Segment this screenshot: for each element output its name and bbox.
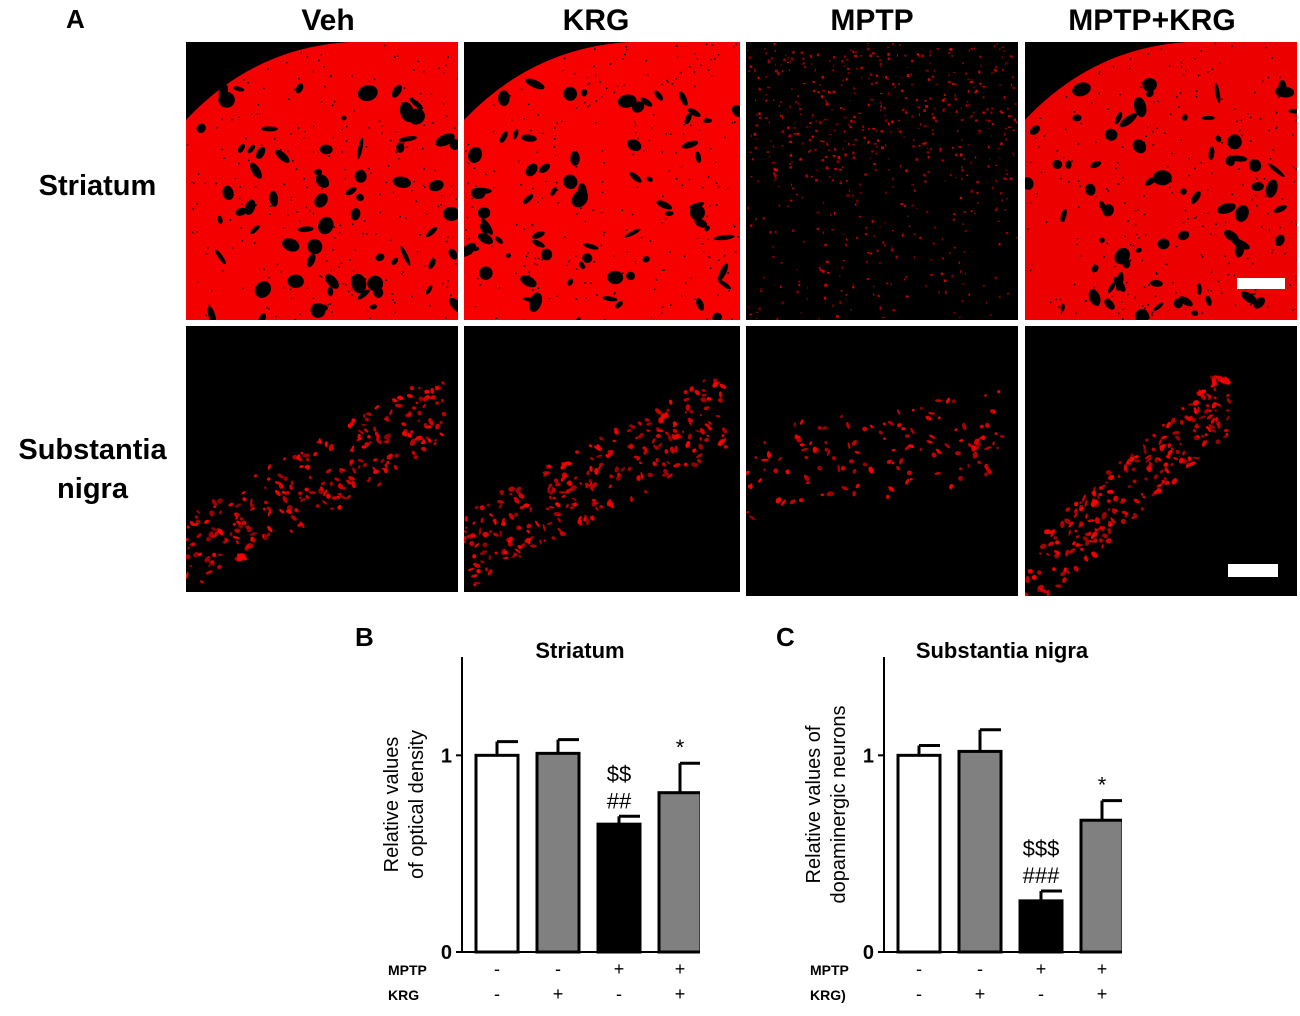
- factor-sign: -: [916, 984, 922, 1004]
- bar-1: [474, 753, 520, 954]
- y-axis-label-line2: of optical density: [406, 730, 428, 879]
- significance-marker: ##: [607, 788, 632, 813]
- bar-3: [596, 822, 642, 954]
- bar-4: [1079, 818, 1122, 954]
- y-tick-label: 1: [441, 745, 452, 767]
- factor-sign: -: [494, 959, 500, 979]
- column-title-krg: KRG: [562, 4, 630, 37]
- factor-sign: +: [1097, 959, 1108, 979]
- factor-sign: +: [1036, 959, 1047, 979]
- factor-sign: +: [675, 959, 686, 979]
- column-title-mptp-krg: MPTP+KRG: [1068, 4, 1236, 37]
- factor-sign: -: [555, 959, 561, 979]
- micrograph-sn-mptp: [746, 326, 1018, 596]
- bar-chart-substantia-nigra: Substantia nigra Relative values of dopami…: [803, 638, 1122, 1004]
- micrograph-striatum-veh: [186, 42, 458, 320]
- factor-label: KRG: [388, 987, 419, 1003]
- panel-label-b: B: [355, 622, 374, 652]
- significance-marker: *: [1098, 773, 1107, 798]
- micrograph-sn-veh: [186, 326, 458, 592]
- micrograph-sn-krg: [464, 326, 740, 592]
- significance-marker: $$$: [1023, 836, 1060, 861]
- micrograph-sn-mptp-krg: [1025, 326, 1297, 596]
- factor-sign: +: [975, 984, 986, 1004]
- scale-bar-striatum: [1237, 278, 1285, 289]
- row-label-striatum: Striatum: [38, 170, 157, 202]
- chart-title: Substantia nigra: [916, 638, 1089, 663]
- significance-marker: *: [676, 735, 685, 760]
- significance-marker: ###: [1023, 863, 1060, 888]
- y-axis-label-line2: dopaminergic neurons: [828, 706, 850, 904]
- panel-label-a: A: [66, 4, 85, 34]
- y-tick-label: 0: [441, 942, 452, 964]
- bar-2: [535, 751, 581, 954]
- bar-2: [957, 749, 1003, 954]
- column-title-mptp: MPTP: [830, 4, 914, 37]
- y-axis-label-line1: Relative values of: [803, 725, 825, 883]
- factor-sign: +: [553, 984, 564, 1004]
- bar-4: [657, 791, 700, 954]
- row-label-substantia-nigra-line2: nigra: [57, 473, 128, 505]
- factor-sign: +: [614, 959, 625, 979]
- factor-sign: +: [1097, 984, 1108, 1004]
- factor-sign: -: [977, 959, 983, 979]
- factor-label: MPTP: [810, 962, 849, 978]
- factor-label: KRG): [810, 987, 846, 1003]
- factor-sign: +: [675, 984, 686, 1004]
- significance-marker: $$: [607, 761, 631, 786]
- micrograph-striatum-mptp-krg: [1025, 42, 1297, 320]
- factor-sign: -: [494, 984, 500, 1004]
- micrograph-striatum-krg: [464, 42, 740, 320]
- factor-sign: -: [916, 959, 922, 979]
- panel-label-c: C: [776, 622, 795, 652]
- micrograph-striatum-mptp: [746, 42, 1018, 320]
- row-label-substantia-nigra-line1: Substantia: [18, 434, 167, 466]
- bar-3: [1018, 899, 1064, 954]
- factor-label: MPTP: [388, 962, 427, 978]
- chart-title: Striatum: [535, 638, 624, 663]
- bar-1: [896, 753, 942, 954]
- bar-chart-striatum: Striatum Relative values of optical densit…: [381, 638, 700, 1004]
- scale-bar-substantia-nigra: [1228, 564, 1278, 577]
- y-tick-label: 0: [863, 942, 874, 964]
- y-axis-label-line1: Relative values: [381, 737, 403, 873]
- column-title-veh: Veh: [301, 4, 355, 37]
- y-tick-label: 1: [863, 745, 874, 767]
- factor-sign: -: [1038, 984, 1044, 1004]
- factor-sign: -: [616, 984, 622, 1004]
